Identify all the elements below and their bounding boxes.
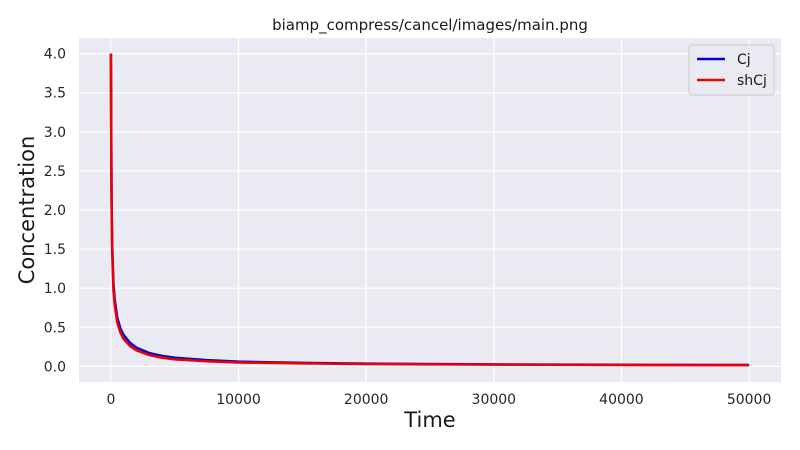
y-gridlines bbox=[79, 53, 781, 367]
legend: Cj shCj bbox=[688, 44, 775, 96]
x-tick-label: 0 bbox=[106, 392, 115, 408]
legend-label-shcj: shCj bbox=[737, 73, 767, 89]
y-tick-label: 2.5 bbox=[44, 164, 66, 180]
y-tick-label: 4.0 bbox=[44, 47, 66, 63]
y-tick-label: 0.5 bbox=[44, 320, 66, 336]
y-tick-label: 3.5 bbox=[44, 86, 66, 102]
y-axis-label: Concentration bbox=[15, 136, 39, 285]
series-line-shcj bbox=[109, 53, 750, 367]
series-layer bbox=[109, 53, 750, 367]
y-tick-label: 1.0 bbox=[44, 281, 66, 297]
chart-title: biamp_compress/cancel/images/main.png bbox=[272, 16, 588, 35]
x-tick-labels: 0 10000 20000 30000 40000 50000 bbox=[106, 392, 771, 408]
x-tick-label: 50000 bbox=[727, 392, 772, 408]
x-tick-label: 40000 bbox=[599, 392, 644, 408]
y-tick-label: 1.5 bbox=[44, 242, 66, 258]
x-tick-label: 20000 bbox=[344, 392, 389, 408]
x-axis-label: Time bbox=[403, 408, 455, 432]
x-tick-label: 30000 bbox=[472, 392, 517, 408]
x-tick-label: 10000 bbox=[216, 392, 261, 408]
y-tick-label: 0.0 bbox=[44, 359, 66, 375]
legend-label-cj: Cj bbox=[737, 52, 751, 68]
y-tick-labels: 0.0 0.5 1.0 1.5 2.0 2.5 3.0 3.5 4.0 bbox=[44, 47, 66, 376]
legend-box bbox=[688, 44, 775, 96]
y-tick-label: 2.0 bbox=[44, 203, 66, 219]
y-tick-label: 3.0 bbox=[44, 125, 66, 141]
